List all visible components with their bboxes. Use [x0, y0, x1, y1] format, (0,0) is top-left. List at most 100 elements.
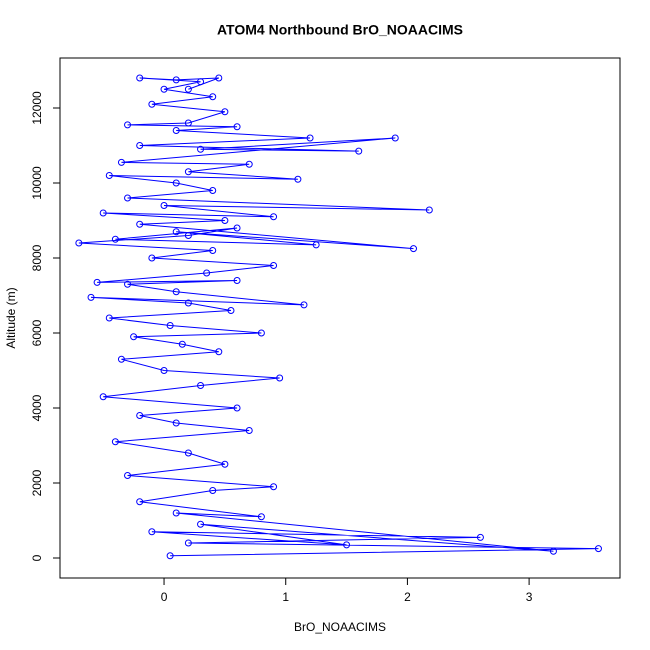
data-point [160, 367, 168, 375]
data-point [355, 147, 363, 155]
data-point [209, 93, 217, 101]
data-point [343, 541, 351, 549]
data-point [270, 213, 278, 221]
data-point [184, 168, 192, 176]
data-point [124, 194, 132, 202]
data-point [99, 393, 107, 401]
x-tick-label: 1 [282, 590, 289, 604]
data-point [136, 412, 144, 420]
y-tick-label: 4000 [30, 394, 44, 421]
data-point [270, 261, 278, 269]
data-point [391, 134, 399, 142]
x-axis-label: BrO_NOAACIMS [294, 620, 386, 634]
data-point [172, 288, 180, 296]
data-point [160, 201, 168, 209]
data-point [184, 299, 192, 307]
data-point [136, 141, 144, 149]
data-point [166, 552, 174, 560]
x-tick-label: 3 [526, 590, 533, 604]
data-point [130, 333, 138, 341]
data-point [172, 126, 180, 134]
data-point [257, 513, 265, 521]
chart-title: ATOM4 Northbound BrO_NOAACIMS [217, 22, 463, 38]
data-point [197, 78, 205, 86]
data-point [184, 539, 192, 547]
data-point [75, 239, 83, 247]
data-point [136, 74, 144, 82]
data-point [425, 206, 433, 214]
data-point [148, 254, 156, 262]
data-point [184, 119, 192, 127]
x-tick-label: 2 [404, 590, 411, 604]
data-point [124, 280, 132, 288]
data-point [233, 276, 241, 284]
data-point [111, 438, 119, 446]
x-tick-label: 0 [161, 590, 168, 604]
data-point [221, 216, 229, 224]
data-point [136, 498, 144, 506]
data-point [312, 241, 320, 249]
data-point [245, 427, 253, 435]
data-point [124, 121, 132, 129]
data-point [148, 100, 156, 108]
y-tick-label: 2000 [30, 469, 44, 496]
data-point [117, 158, 125, 166]
data-point [111, 235, 119, 243]
data-point [197, 520, 205, 528]
data-point [476, 533, 484, 541]
data-point [105, 171, 113, 179]
data-point [276, 374, 284, 382]
data-point [306, 134, 314, 142]
data-point [270, 483, 278, 491]
data-point [172, 179, 180, 187]
data-point [294, 175, 302, 183]
data-point [221, 108, 229, 116]
data-point [99, 209, 107, 217]
data-point [409, 245, 417, 253]
y-tick-label: 10000 [30, 166, 44, 200]
data-point [549, 547, 557, 555]
data-point [87, 293, 95, 301]
data-point [172, 228, 180, 236]
data-point [160, 85, 168, 93]
y-tick-label: 0 [30, 554, 44, 561]
data-point [221, 460, 229, 468]
y-tick-label: 12000 [30, 91, 44, 125]
data-point [166, 322, 174, 330]
data-point [233, 123, 241, 131]
data-point [184, 449, 192, 457]
data-point [197, 145, 205, 153]
series-line [78, 77, 599, 557]
data-point [172, 509, 180, 517]
y-tick-label: 8000 [30, 244, 44, 271]
y-tick-label: 6000 [30, 319, 44, 346]
data-point [184, 85, 192, 93]
data-point [136, 220, 144, 228]
data-point [93, 278, 101, 286]
data-point [105, 314, 113, 322]
data-point [233, 404, 241, 412]
data-point [124, 472, 132, 480]
data-point [172, 76, 180, 84]
y-axis-label: Altitude (m) [4, 287, 18, 348]
data-point [209, 487, 217, 495]
data-point [594, 545, 602, 553]
data-point [117, 355, 125, 363]
data-point [148, 528, 156, 536]
data-point [209, 246, 217, 254]
data-point [172, 419, 180, 427]
data-point [245, 160, 253, 168]
data-point [215, 348, 223, 356]
data-point [184, 231, 192, 239]
data-point [233, 224, 241, 232]
data-point [300, 301, 308, 309]
data-point [197, 382, 205, 390]
data-point [209, 186, 217, 194]
data-point [227, 306, 235, 314]
data-point [257, 329, 265, 337]
data-point [178, 340, 186, 348]
data-point [203, 269, 211, 277]
plot-box [59, 57, 621, 579]
